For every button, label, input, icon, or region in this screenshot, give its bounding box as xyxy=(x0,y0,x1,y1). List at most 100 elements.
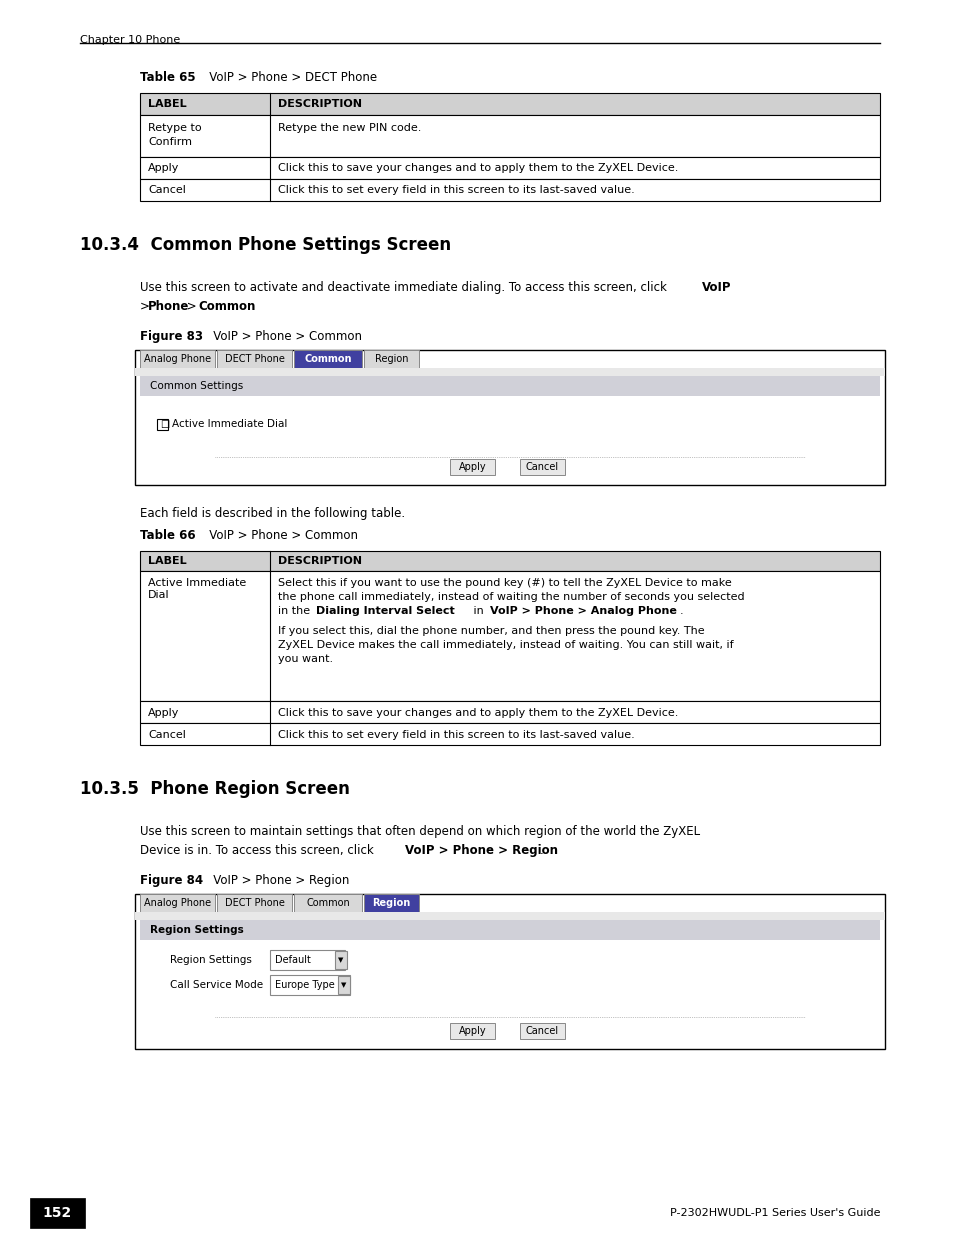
Text: Table 66: Table 66 xyxy=(140,529,195,542)
Text: DECT Phone: DECT Phone xyxy=(224,354,284,364)
Bar xyxy=(335,951,347,969)
Bar xyxy=(157,419,168,430)
Bar xyxy=(140,894,214,911)
Text: Use this screen to maintain settings that often depend on which region of the wo: Use this screen to maintain settings tha… xyxy=(140,825,700,839)
Text: Apply: Apply xyxy=(458,462,486,472)
Text: in: in xyxy=(470,606,487,616)
Bar xyxy=(140,722,879,745)
Text: Region: Region xyxy=(375,354,408,364)
Text: in the: in the xyxy=(277,606,314,616)
Bar xyxy=(135,368,884,375)
Bar xyxy=(140,350,214,368)
Bar xyxy=(135,350,884,485)
Text: VoIP > Phone > Region: VoIP > Phone > Region xyxy=(405,844,558,857)
Text: 10.3.4  Common Phone Settings Screen: 10.3.4 Common Phone Settings Screen xyxy=(80,236,451,254)
Text: ▼: ▼ xyxy=(341,982,346,988)
Text: LABEL: LABEL xyxy=(148,99,187,109)
Text: Apply: Apply xyxy=(458,1026,486,1036)
Text: □: □ xyxy=(160,419,169,429)
Bar xyxy=(294,894,361,911)
Bar xyxy=(270,974,350,995)
Bar xyxy=(519,459,564,475)
Bar xyxy=(140,571,879,701)
Text: Dial: Dial xyxy=(148,590,170,600)
Text: Common: Common xyxy=(306,898,350,908)
Bar xyxy=(294,350,361,368)
Text: ZyXEL Device makes the call immediately, instead of waiting. You can still wait,: ZyXEL Device makes the call immediately,… xyxy=(277,640,733,650)
Text: >: > xyxy=(140,300,153,312)
Bar xyxy=(140,115,879,157)
Bar xyxy=(140,551,879,571)
Text: Click this to set every field in this screen to its last-saved value.: Click this to set every field in this sc… xyxy=(277,730,634,740)
Text: Figure 84: Figure 84 xyxy=(140,874,203,887)
Text: Apply: Apply xyxy=(148,708,179,718)
Bar xyxy=(30,1198,85,1228)
Bar xyxy=(140,375,879,396)
Bar xyxy=(216,350,292,368)
Text: Cancel: Cancel xyxy=(525,1026,558,1036)
Bar xyxy=(450,459,495,475)
Text: >: > xyxy=(183,300,200,312)
Bar xyxy=(140,920,879,940)
Text: Select this if you want to use the pound key (#) to tell the ZyXEL Device to mak: Select this if you want to use the pound… xyxy=(277,578,731,588)
Text: Active Immediate: Active Immediate xyxy=(148,578,246,588)
Text: VoIP: VoIP xyxy=(701,282,731,294)
Text: Retype to: Retype to xyxy=(148,124,201,133)
Text: DESCRIPTION: DESCRIPTION xyxy=(277,99,361,109)
Text: Device is in. To access this screen, click: Device is in. To access this screen, cli… xyxy=(140,844,377,857)
Bar xyxy=(519,1023,564,1039)
Bar xyxy=(140,157,879,179)
Text: Table 65: Table 65 xyxy=(140,70,195,84)
Text: Figure 83: Figure 83 xyxy=(140,330,203,343)
Text: Use this screen to activate and deactivate immediate dialing. To access this scr: Use this screen to activate and deactiva… xyxy=(140,282,670,294)
Text: Chapter 10 Phone: Chapter 10 Phone xyxy=(80,35,180,44)
Text: LABEL: LABEL xyxy=(148,556,187,566)
Text: Common: Common xyxy=(304,354,352,364)
Text: Retype the new PIN code.: Retype the new PIN code. xyxy=(277,124,421,133)
Text: Europe Type: Europe Type xyxy=(274,981,335,990)
Bar xyxy=(140,701,879,722)
Text: VoIP > Phone > Region: VoIP > Phone > Region xyxy=(202,874,349,887)
Text: ▼: ▼ xyxy=(338,957,343,963)
Bar xyxy=(270,950,345,969)
Text: Analog Phone: Analog Phone xyxy=(144,898,211,908)
Text: 10.3.5  Phone Region Screen: 10.3.5 Phone Region Screen xyxy=(80,781,350,798)
Text: VoIP > Phone > Common: VoIP > Phone > Common xyxy=(198,529,357,542)
Text: Active Immediate Dial: Active Immediate Dial xyxy=(172,419,287,429)
Text: Confirm: Confirm xyxy=(148,137,192,147)
Text: Region Settings: Region Settings xyxy=(170,955,252,965)
Text: Cancel: Cancel xyxy=(148,730,186,740)
Text: Apply: Apply xyxy=(148,163,179,173)
Text: .: . xyxy=(539,844,543,857)
Text: Common: Common xyxy=(198,300,255,312)
Text: Region Settings: Region Settings xyxy=(150,925,244,935)
Text: DESCRIPTION: DESCRIPTION xyxy=(277,556,361,566)
Text: Each field is described in the following table.: Each field is described in the following… xyxy=(140,508,405,520)
Text: If you select this, dial the phone number, and then press the pound key. The: If you select this, dial the phone numbe… xyxy=(277,626,704,636)
Bar xyxy=(216,894,292,911)
Text: Cancel: Cancel xyxy=(148,185,186,195)
Bar xyxy=(140,179,879,201)
Bar xyxy=(364,350,418,368)
Bar xyxy=(364,894,418,911)
Text: Common Settings: Common Settings xyxy=(150,382,243,391)
Bar xyxy=(337,976,350,994)
Text: Call Service Mode: Call Service Mode xyxy=(170,981,263,990)
Text: VoIP > Phone > Common: VoIP > Phone > Common xyxy=(202,330,361,343)
Bar xyxy=(140,93,879,115)
Text: 152: 152 xyxy=(43,1207,72,1220)
Text: P-2302HWUDL-P1 Series User's Guide: P-2302HWUDL-P1 Series User's Guide xyxy=(669,1208,879,1218)
Text: Region: Region xyxy=(372,898,410,908)
Text: DECT Phone: DECT Phone xyxy=(224,898,284,908)
Bar xyxy=(450,1023,495,1039)
Text: Analog Phone: Analog Phone xyxy=(144,354,211,364)
Text: Click this to set every field in this screen to its last-saved value.: Click this to set every field in this sc… xyxy=(277,185,634,195)
Text: you want.: you want. xyxy=(277,655,333,664)
Text: .: . xyxy=(247,300,251,312)
Text: Click this to save your changes and to apply them to the ZyXEL Device.: Click this to save your changes and to a… xyxy=(277,163,678,173)
Text: Default: Default xyxy=(274,955,311,965)
Bar xyxy=(135,911,884,920)
Text: VoIP > Phone > Analog Phone: VoIP > Phone > Analog Phone xyxy=(490,606,677,616)
Text: Click this to save your changes and to apply them to the ZyXEL Device.: Click this to save your changes and to a… xyxy=(277,708,678,718)
Bar xyxy=(135,894,884,1049)
